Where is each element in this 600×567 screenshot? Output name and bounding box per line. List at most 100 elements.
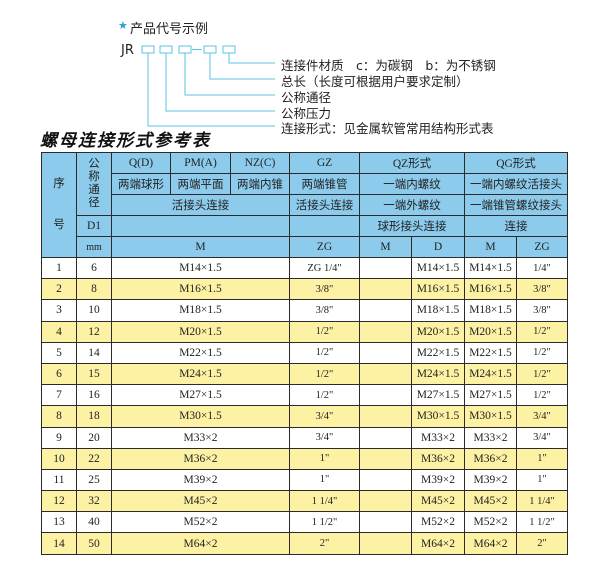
d1-cell: 12 xyxy=(76,320,112,343)
qz-d-cell: M16×1.5 xyxy=(411,278,465,301)
m-cell: M30×1.5 xyxy=(111,405,290,428)
header-cell: M xyxy=(359,236,412,258)
qg-m-cell: M16×1.5 xyxy=(464,278,517,301)
row-number: 4 xyxy=(41,320,77,343)
row-number: 1 xyxy=(41,256,77,280)
d1-cell: 14 xyxy=(76,341,112,364)
header-cell: 一端外螺纹 xyxy=(359,194,465,216)
m-cell: M52×2 xyxy=(111,511,290,534)
row-number: 11 xyxy=(41,468,77,492)
table-row: 11 25 M39×2 1" M39×2 M39×2 1" xyxy=(41,468,568,492)
row-number: 7 xyxy=(41,384,77,407)
m-cell: M36×2 xyxy=(111,447,290,470)
header-cell: D1 xyxy=(76,215,112,237)
d1-cell: 16 xyxy=(76,384,112,407)
m-cell: M22×1.5 xyxy=(111,341,290,364)
table-row: 6 15 M24×1.5 1/2" M24×1.5 M24×1.5 1/2" xyxy=(41,362,568,386)
qz-m-cell xyxy=(359,256,412,280)
qg-zg-cell: 1" xyxy=(516,447,568,470)
qg-m-cell: M64×2 xyxy=(464,532,517,555)
qz-m-cell xyxy=(359,299,412,322)
zg-cell: 3/4" xyxy=(289,426,360,449)
qg-zg-cell: 3/4" xyxy=(516,426,568,449)
table-row: 12 32 M45×2 1 1/4" M45×2 M45×2 1 1/4" xyxy=(41,490,568,513)
row-number: 3 xyxy=(41,299,77,322)
header-cell: 一端锥管螺纹接头 xyxy=(464,194,568,216)
zg-cell: 1/2" xyxy=(289,341,360,364)
qg-zg-cell: 1/4" xyxy=(516,256,568,280)
qg-zg-cell: 3/4" xyxy=(516,405,568,428)
d1-cell: 20 xyxy=(76,426,112,449)
zg-cell: 3/8" xyxy=(289,299,360,322)
qg-m-cell: M20×1.5 xyxy=(464,320,517,343)
qz-d-cell: M45×2 xyxy=(411,490,465,513)
table-row: 8 18 M30×1.5 3/4" M30×1.5 M30×1.5 3/4" xyxy=(41,405,568,428)
qg-zg-cell: 2" xyxy=(516,532,568,555)
label-nominal-diameter: 公称通径 xyxy=(281,90,332,105)
qg-zg-cell: 1 1/4" xyxy=(516,490,568,513)
qz-d-cell: M18×1.5 xyxy=(411,299,465,322)
label-material: 连接件材质 c：为碳钢 b：为不锈钢 xyxy=(281,58,496,73)
qg-zg-cell: 1" xyxy=(516,468,568,492)
zg-cell: 1" xyxy=(289,447,360,470)
product-code-example: ★ 产品代号示例 JR 连接件材质 c：为碳钢 b：为不锈钢 总长（长度可根据用… xyxy=(0,0,600,136)
d1-cell: 22 xyxy=(76,447,112,470)
header-cell xyxy=(289,215,360,237)
code-prefix: JR xyxy=(121,43,134,58)
zg-cell: 3/4" xyxy=(289,405,360,428)
qg-m-cell: M36×2 xyxy=(464,447,517,470)
qg-zg-cell: 1 1/2" xyxy=(516,511,568,534)
row-number: 5 xyxy=(41,341,77,364)
zg-cell: 3/8" xyxy=(289,278,360,301)
qz-d-cell: M33×2 xyxy=(411,426,465,449)
table-row: 10 22 M36×2 1" M36×2 M36×2 1" xyxy=(41,447,568,470)
header-cell: ZG xyxy=(289,236,360,258)
table-row: 9 20 M33×2 3/4" M33×2 M33×2 3/4" xyxy=(41,426,568,449)
qg-m-cell: M39×2 xyxy=(464,468,517,492)
row-number: 14 xyxy=(41,532,77,555)
qz-m-cell xyxy=(359,405,412,428)
qz-d-cell: M64×2 xyxy=(411,532,465,555)
m-cell: M16×1.5 xyxy=(111,278,290,301)
header-cell: 球形接头连接 xyxy=(359,215,465,237)
zg-cell: 1/2" xyxy=(289,320,360,343)
star-icon: ★ xyxy=(118,19,128,32)
header-cell: 两端球形 xyxy=(111,173,171,195)
header-cell: mm xyxy=(76,236,112,258)
qz-m-cell xyxy=(359,320,412,343)
qz-m-cell xyxy=(359,447,412,470)
header-cell: 一端内螺纹活接头 xyxy=(464,173,568,195)
row-number: 12 xyxy=(41,490,77,513)
m-cell: M14×1.5 xyxy=(111,256,290,280)
zg-cell: 1" xyxy=(289,468,360,492)
header-cell: 两端内锥 xyxy=(230,173,290,195)
header-cell: 活接头连接 xyxy=(111,194,290,216)
qz-d-cell: M36×2 xyxy=(411,447,465,470)
table-row: 7 16 M27×1.5 1/2" M27×1.5 M27×1.5 1/2" xyxy=(41,384,568,407)
qg-m-cell: M22×1.5 xyxy=(464,341,517,364)
row-number: 6 xyxy=(41,362,77,386)
qz-d-cell: M14×1.5 xyxy=(411,256,465,280)
qg-m-cell: M14×1.5 xyxy=(464,256,517,280)
qg-m-cell: M18×1.5 xyxy=(464,299,517,322)
qg-zg-cell: 3/8" xyxy=(516,278,568,301)
table-row: 5 14 M22×1.5 1/2" M22×1.5 M22×1.5 1/2" xyxy=(41,341,568,364)
qg-zg-cell: 3/8" xyxy=(516,299,568,322)
m-cell: M18×1.5 xyxy=(111,299,290,322)
zg-cell: 1 1/4" xyxy=(289,490,360,513)
header-cell: 两端平面 xyxy=(170,173,231,195)
header-cell: QG形式 xyxy=(464,152,568,174)
table-heading: 螺母连接形式参考表 xyxy=(40,131,211,151)
table-row: 4 12 M20×1.5 1/2" M20×1.5 M20×1.5 1/2" xyxy=(41,320,568,343)
header-cell: Q(D) xyxy=(111,152,171,174)
qz-m-cell xyxy=(359,362,412,386)
header-cell: 活接头连接 xyxy=(289,194,360,216)
qz-m-cell xyxy=(359,426,412,449)
label-length: 总长（长度可根据用户要求定制） xyxy=(281,74,469,89)
header-cell xyxy=(111,215,290,237)
zg-cell: 1/2" xyxy=(289,384,360,407)
m-cell: M45×2 xyxy=(111,490,290,513)
qz-m-cell xyxy=(359,468,412,492)
qz-m-cell xyxy=(359,341,412,364)
qz-d-cell: M27×1.5 xyxy=(411,384,465,407)
